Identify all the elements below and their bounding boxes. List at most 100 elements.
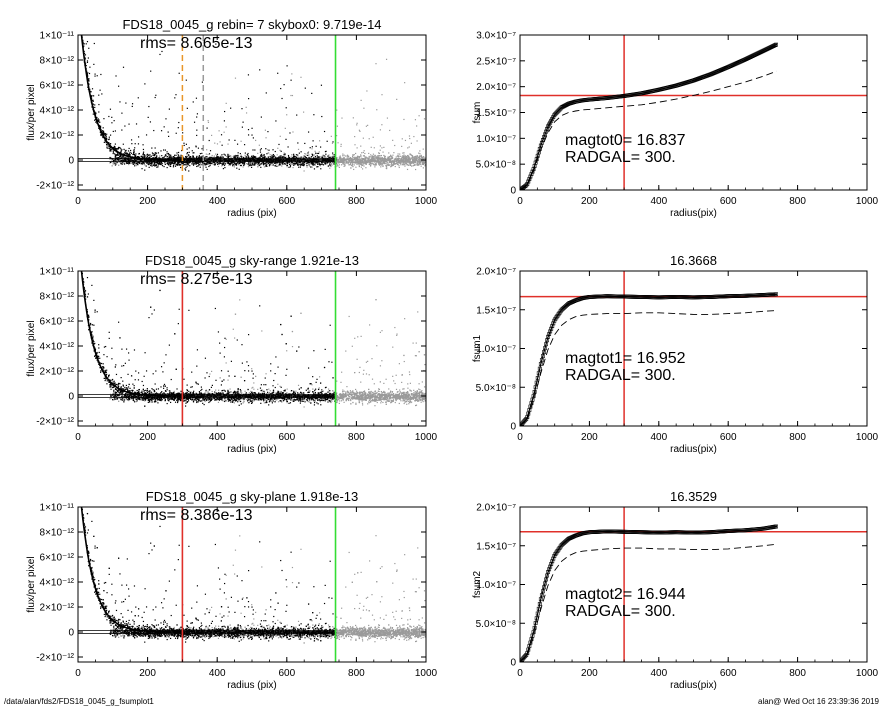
data-point	[293, 162, 296, 164]
data-point	[184, 163, 186, 165]
data-point	[400, 160, 403, 162]
data-point	[133, 151, 135, 153]
data-point	[253, 160, 255, 162]
data-point	[363, 165, 365, 167]
data-point	[173, 156, 175, 159]
data-point	[155, 163, 157, 166]
data-point	[124, 152, 126, 154]
data-point	[186, 161, 188, 163]
data-point	[211, 370, 213, 373]
data-point	[376, 160, 378, 163]
data-point	[336, 135, 338, 137]
data-point	[360, 164, 362, 166]
data-point	[319, 146, 322, 148]
data-point	[232, 165, 234, 167]
profile-line	[80, 35, 336, 161]
data-point	[349, 157, 351, 159]
data-point	[374, 157, 377, 159]
data-point	[381, 162, 383, 164]
data-point	[223, 162, 225, 164]
data-point	[187, 164, 190, 166]
data-point	[351, 164, 353, 167]
data-point	[386, 161, 388, 163]
data-point	[236, 143, 239, 145]
data-point	[402, 157, 405, 159]
data-point	[344, 164, 346, 166]
data-point	[374, 166, 376, 168]
data-point	[185, 143, 187, 145]
data-point	[344, 162, 346, 164]
data-point	[366, 161, 368, 163]
data-point	[126, 152, 129, 154]
data-point	[356, 163, 358, 165]
data-point	[287, 146, 289, 148]
data-point	[388, 164, 390, 166]
data-point	[151, 152, 154, 154]
data-point	[188, 170, 190, 172]
y-tick-label: 0	[68, 156, 74, 167]
data-point	[422, 161, 424, 164]
data-point	[424, 165, 426, 167]
data-point	[222, 162, 224, 164]
data-point	[336, 125, 339, 127]
data-point	[340, 400, 343, 402]
data-point	[175, 154, 177, 156]
data-point	[270, 160, 273, 162]
data-point	[380, 164, 382, 166]
data-point	[266, 399, 269, 401]
data-point	[386, 166, 388, 168]
data-point	[143, 163, 145, 165]
data-point	[372, 162, 374, 164]
data-point	[295, 154, 298, 156]
data-point	[366, 159, 368, 161]
data-point	[412, 160, 414, 162]
data-point	[405, 160, 407, 162]
data-point	[394, 163, 396, 165]
data-point	[111, 158, 114, 160]
data-point	[195, 161, 197, 164]
data-point	[167, 161, 170, 164]
data-point	[137, 156, 139, 158]
data-point	[228, 164, 230, 166]
data-point	[274, 399, 277, 401]
data-point	[284, 154, 286, 156]
data-point	[352, 154, 354, 156]
data-point	[128, 159, 131, 161]
data-point	[351, 162, 354, 164]
data-point	[394, 165, 396, 168]
data-point	[263, 153, 265, 156]
data-point	[386, 164, 388, 166]
data-point	[280, 154, 282, 157]
data-point	[329, 156, 331, 159]
y-tick-label: 1.0×10⁻⁷	[476, 134, 516, 145]
y-tick-label: -2×10⁻¹²	[36, 181, 74, 192]
data-point	[189, 158, 191, 160]
data-point	[240, 164, 242, 167]
data-point	[241, 163, 243, 165]
data-point	[238, 162, 240, 165]
data-point	[412, 155, 414, 158]
data-point	[128, 154, 130, 157]
data-point	[219, 162, 221, 164]
data-point	[251, 127, 253, 129]
data-point	[123, 148, 125, 150]
data-point	[286, 114, 288, 116]
data-point	[141, 159, 143, 161]
data-point	[279, 135, 281, 137]
data-point	[169, 162, 171, 164]
data-point	[98, 111, 100, 113]
data-point	[176, 163, 178, 166]
data-point	[360, 166, 362, 168]
data-point	[408, 146, 410, 148]
data-point	[382, 158, 385, 160]
data-point	[195, 97, 198, 99]
data-point	[374, 163, 377, 165]
data-point	[108, 142, 110, 144]
data-point	[286, 166, 288, 168]
data-point	[328, 157, 330, 159]
data-point	[219, 141, 221, 143]
data-point	[293, 153, 295, 155]
y-tick-label: 8×10⁻¹²	[40, 56, 75, 67]
data-point	[380, 161, 382, 163]
